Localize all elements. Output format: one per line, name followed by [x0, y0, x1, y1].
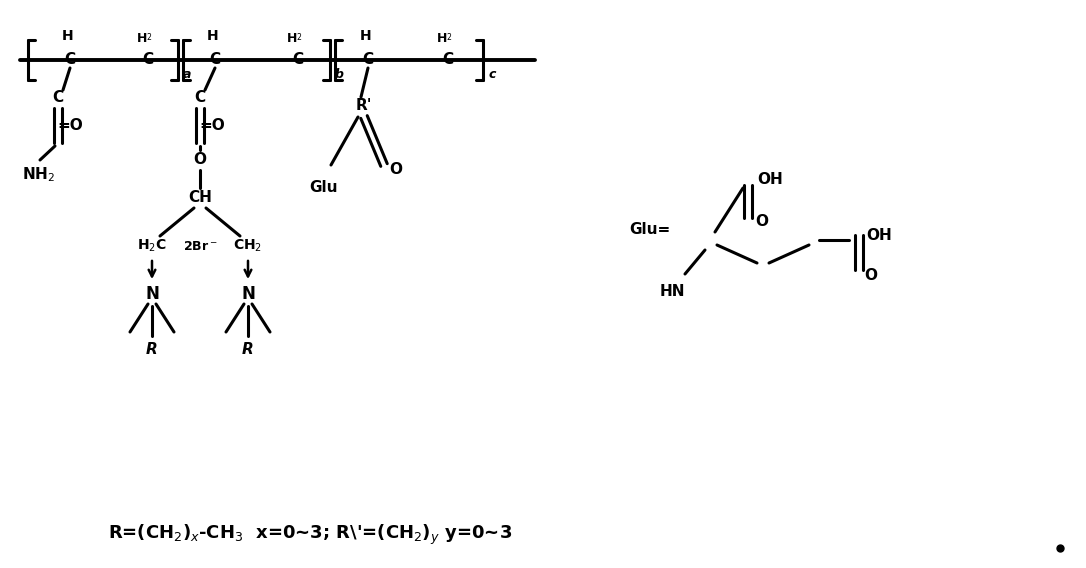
- Text: C: C: [363, 52, 374, 68]
- Text: O: O: [756, 215, 769, 229]
- Text: $_2$: $_2$: [446, 32, 452, 44]
- Text: OH: OH: [757, 173, 783, 187]
- Text: O: O: [864, 268, 877, 282]
- Text: a: a: [182, 68, 191, 81]
- Text: C: C: [442, 52, 454, 68]
- Text: N: N: [146, 285, 159, 303]
- Text: H: H: [287, 31, 298, 44]
- Text: C: C: [292, 52, 304, 68]
- Text: CH: CH: [188, 190, 212, 206]
- Text: 2Br$^-$: 2Br$^-$: [182, 240, 217, 253]
- Text: Glu: Glu: [310, 181, 338, 195]
- Text: CH$_2$: CH$_2$: [233, 238, 263, 254]
- Text: R=(CH$_2$)$_x$-CH$_3$  x=0~3; R\'=(CH$_2$)$_y$ y=0~3: R=(CH$_2$)$_x$-CH$_3$ x=0~3; R\'=(CH$_2$…: [108, 523, 513, 547]
- Text: OH: OH: [867, 228, 892, 243]
- Text: H: H: [437, 31, 447, 44]
- Text: =O: =O: [199, 118, 225, 132]
- Text: $_2$: $_2$: [146, 32, 152, 44]
- Text: R: R: [147, 341, 157, 357]
- Text: R': R': [356, 98, 372, 112]
- Text: H: H: [137, 31, 148, 44]
- Text: H: H: [62, 29, 74, 43]
- Text: =O: =O: [58, 118, 83, 132]
- Text: N: N: [241, 285, 255, 303]
- Text: Glu=: Glu=: [630, 223, 671, 237]
- Text: NH$_2$: NH$_2$: [22, 166, 54, 185]
- Text: c: c: [489, 68, 495, 81]
- Text: C: C: [52, 90, 64, 106]
- Text: C: C: [194, 90, 205, 106]
- Text: O: O: [390, 162, 403, 177]
- Text: O: O: [193, 152, 206, 168]
- Text: C: C: [64, 52, 76, 68]
- Text: C: C: [210, 52, 220, 68]
- Text: b: b: [334, 68, 343, 81]
- Text: C: C: [142, 52, 153, 68]
- Text: H: H: [207, 29, 218, 43]
- Text: R: R: [242, 341, 254, 357]
- Text: HN: HN: [659, 285, 685, 299]
- Text: $_2$: $_2$: [295, 32, 302, 44]
- Text: H: H: [361, 29, 371, 43]
- Text: H$_2$C: H$_2$C: [137, 238, 167, 254]
